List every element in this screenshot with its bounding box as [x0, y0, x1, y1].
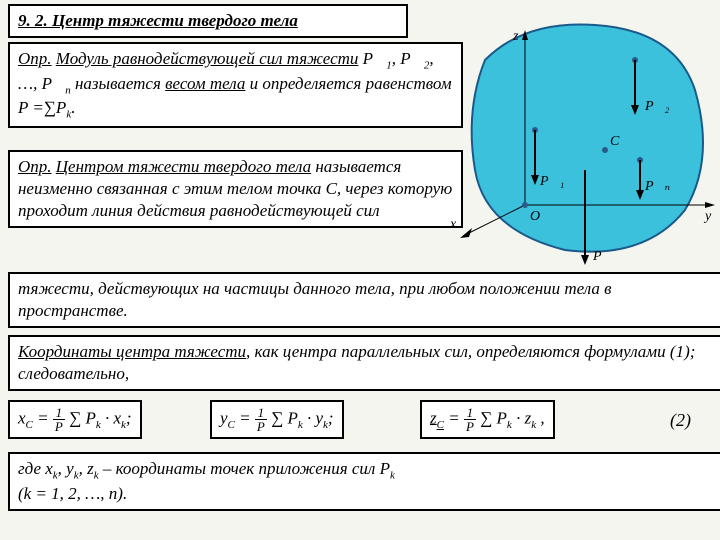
svg-text:P⃗: P⃗ — [592, 249, 612, 264]
svg-text:P⃗₂: P⃗₂ — [644, 99, 669, 114]
svg-text:x: x — [449, 217, 457, 232]
svg-text:z: z — [512, 29, 519, 44]
diagram: z y x O C P⃗₁ P⃗₂ P⃗ₙ P⃗ — [445, 10, 720, 275]
coord-box: Координаты центра тяжести, как центра па… — [8, 335, 720, 391]
fz-var: z — [430, 408, 437, 427]
fz-sum: ∑ P — [476, 408, 507, 427]
def1-called: называется — [75, 74, 165, 93]
def2-opr: Опр. — [18, 157, 52, 176]
fx-var: x — [18, 408, 26, 427]
def1-opr: Опр. — [18, 49, 52, 68]
fx-sum: ∑ P — [65, 408, 96, 427]
definition-1-box: Опр. Модуль равнодействующей сил тяжести… — [8, 42, 463, 128]
title-box: 9. 2. Центр тяжести твердого тела — [8, 4, 408, 38]
fy-sub: C — [228, 419, 235, 431]
fx-semi: ; — [126, 408, 132, 427]
svg-text:y: y — [703, 209, 712, 224]
svg-text:P⃗₁: P⃗₁ — [539, 174, 564, 189]
where-box: где xk, yk, zk – координаты точек прилож… — [8, 452, 720, 511]
fz-dot: · z — [512, 408, 531, 427]
svg-text:P⃗ₙ: P⃗ₙ — [644, 179, 670, 194]
fz-sub: C — [437, 419, 444, 431]
formula-y: yC = 1P ∑ Pk · yk; — [210, 400, 344, 439]
fz-eq: = — [444, 408, 464, 427]
fx-eq: = — [33, 408, 53, 427]
def1-dot: . — [71, 98, 75, 117]
svg-text:C: C — [610, 134, 620, 149]
def1-subj: Модуль равнодействующей сил тяжести — [56, 49, 359, 68]
definition-2-box: Опр. Центром тяжести твердого тела назыв… — [8, 150, 463, 228]
formula-x: xC = 1P ∑ Pk · xk; — [8, 400, 142, 439]
where-range: (k = 1, 2, …, n). — [18, 484, 127, 503]
fy-eq: = — [235, 408, 255, 427]
def3-text: тяжести, действующих на частицы данного … — [18, 279, 612, 320]
fx-dot: · x — [101, 408, 121, 427]
formula-z: zC = 1P ∑ Pk · zk , — [420, 400, 555, 439]
eq-number: (2) — [670, 410, 691, 431]
fx-sub: C — [26, 419, 33, 431]
def1-weight: весом тела — [165, 74, 245, 93]
fz-comma: , — [536, 408, 545, 427]
fy-dot: · y — [303, 408, 323, 427]
fy-semi: ; — [328, 408, 334, 427]
fy-sum: ∑ P — [267, 408, 298, 427]
svg-text:O: O — [530, 209, 540, 224]
def2-subj: Центром тяжести твердого тела — [56, 157, 311, 176]
definition-3-box: тяжести, действующих на частицы данного … — [8, 272, 720, 328]
where-text: где x — [18, 459, 53, 478]
coord-subj: Координаты центра тяжести — [18, 342, 246, 361]
title-text: 9. 2. Центр тяжести твердого тела — [18, 11, 298, 30]
fy-var: y — [220, 408, 228, 427]
